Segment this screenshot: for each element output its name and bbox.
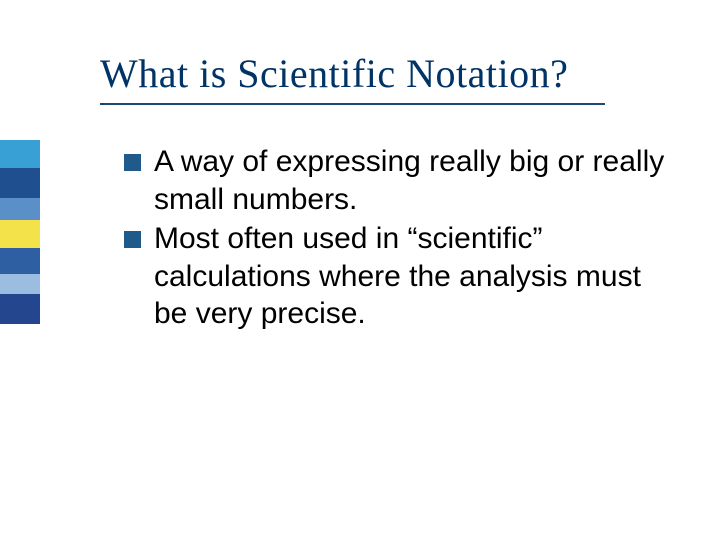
list-item-text: A way of expressing really big or really… — [154, 145, 664, 216]
deco-block — [0, 294, 40, 324]
square-bullet-icon — [124, 231, 141, 248]
deco-block — [0, 220, 40, 248]
deco-block — [0, 168, 40, 198]
deco-block — [0, 198, 40, 220]
deco-block — [0, 140, 40, 168]
deco-block — [0, 274, 40, 294]
list-item: Most often used in “scientific” calculat… — [124, 220, 670, 333]
square-bullet-icon — [124, 154, 141, 171]
bullet-list: A way of expressing really big or really… — [100, 143, 670, 333]
title-underline — [100, 103, 605, 105]
slide: What is Scientific Notation? A way of ex… — [0, 0, 720, 540]
deco-block — [0, 248, 40, 274]
list-item: A way of expressing really big or really… — [124, 143, 670, 218]
slide-title: What is Scientific Notation? — [100, 50, 670, 97]
side-decoration — [0, 140, 40, 324]
list-item-text: Most often used in “scientific” calculat… — [154, 222, 641, 330]
